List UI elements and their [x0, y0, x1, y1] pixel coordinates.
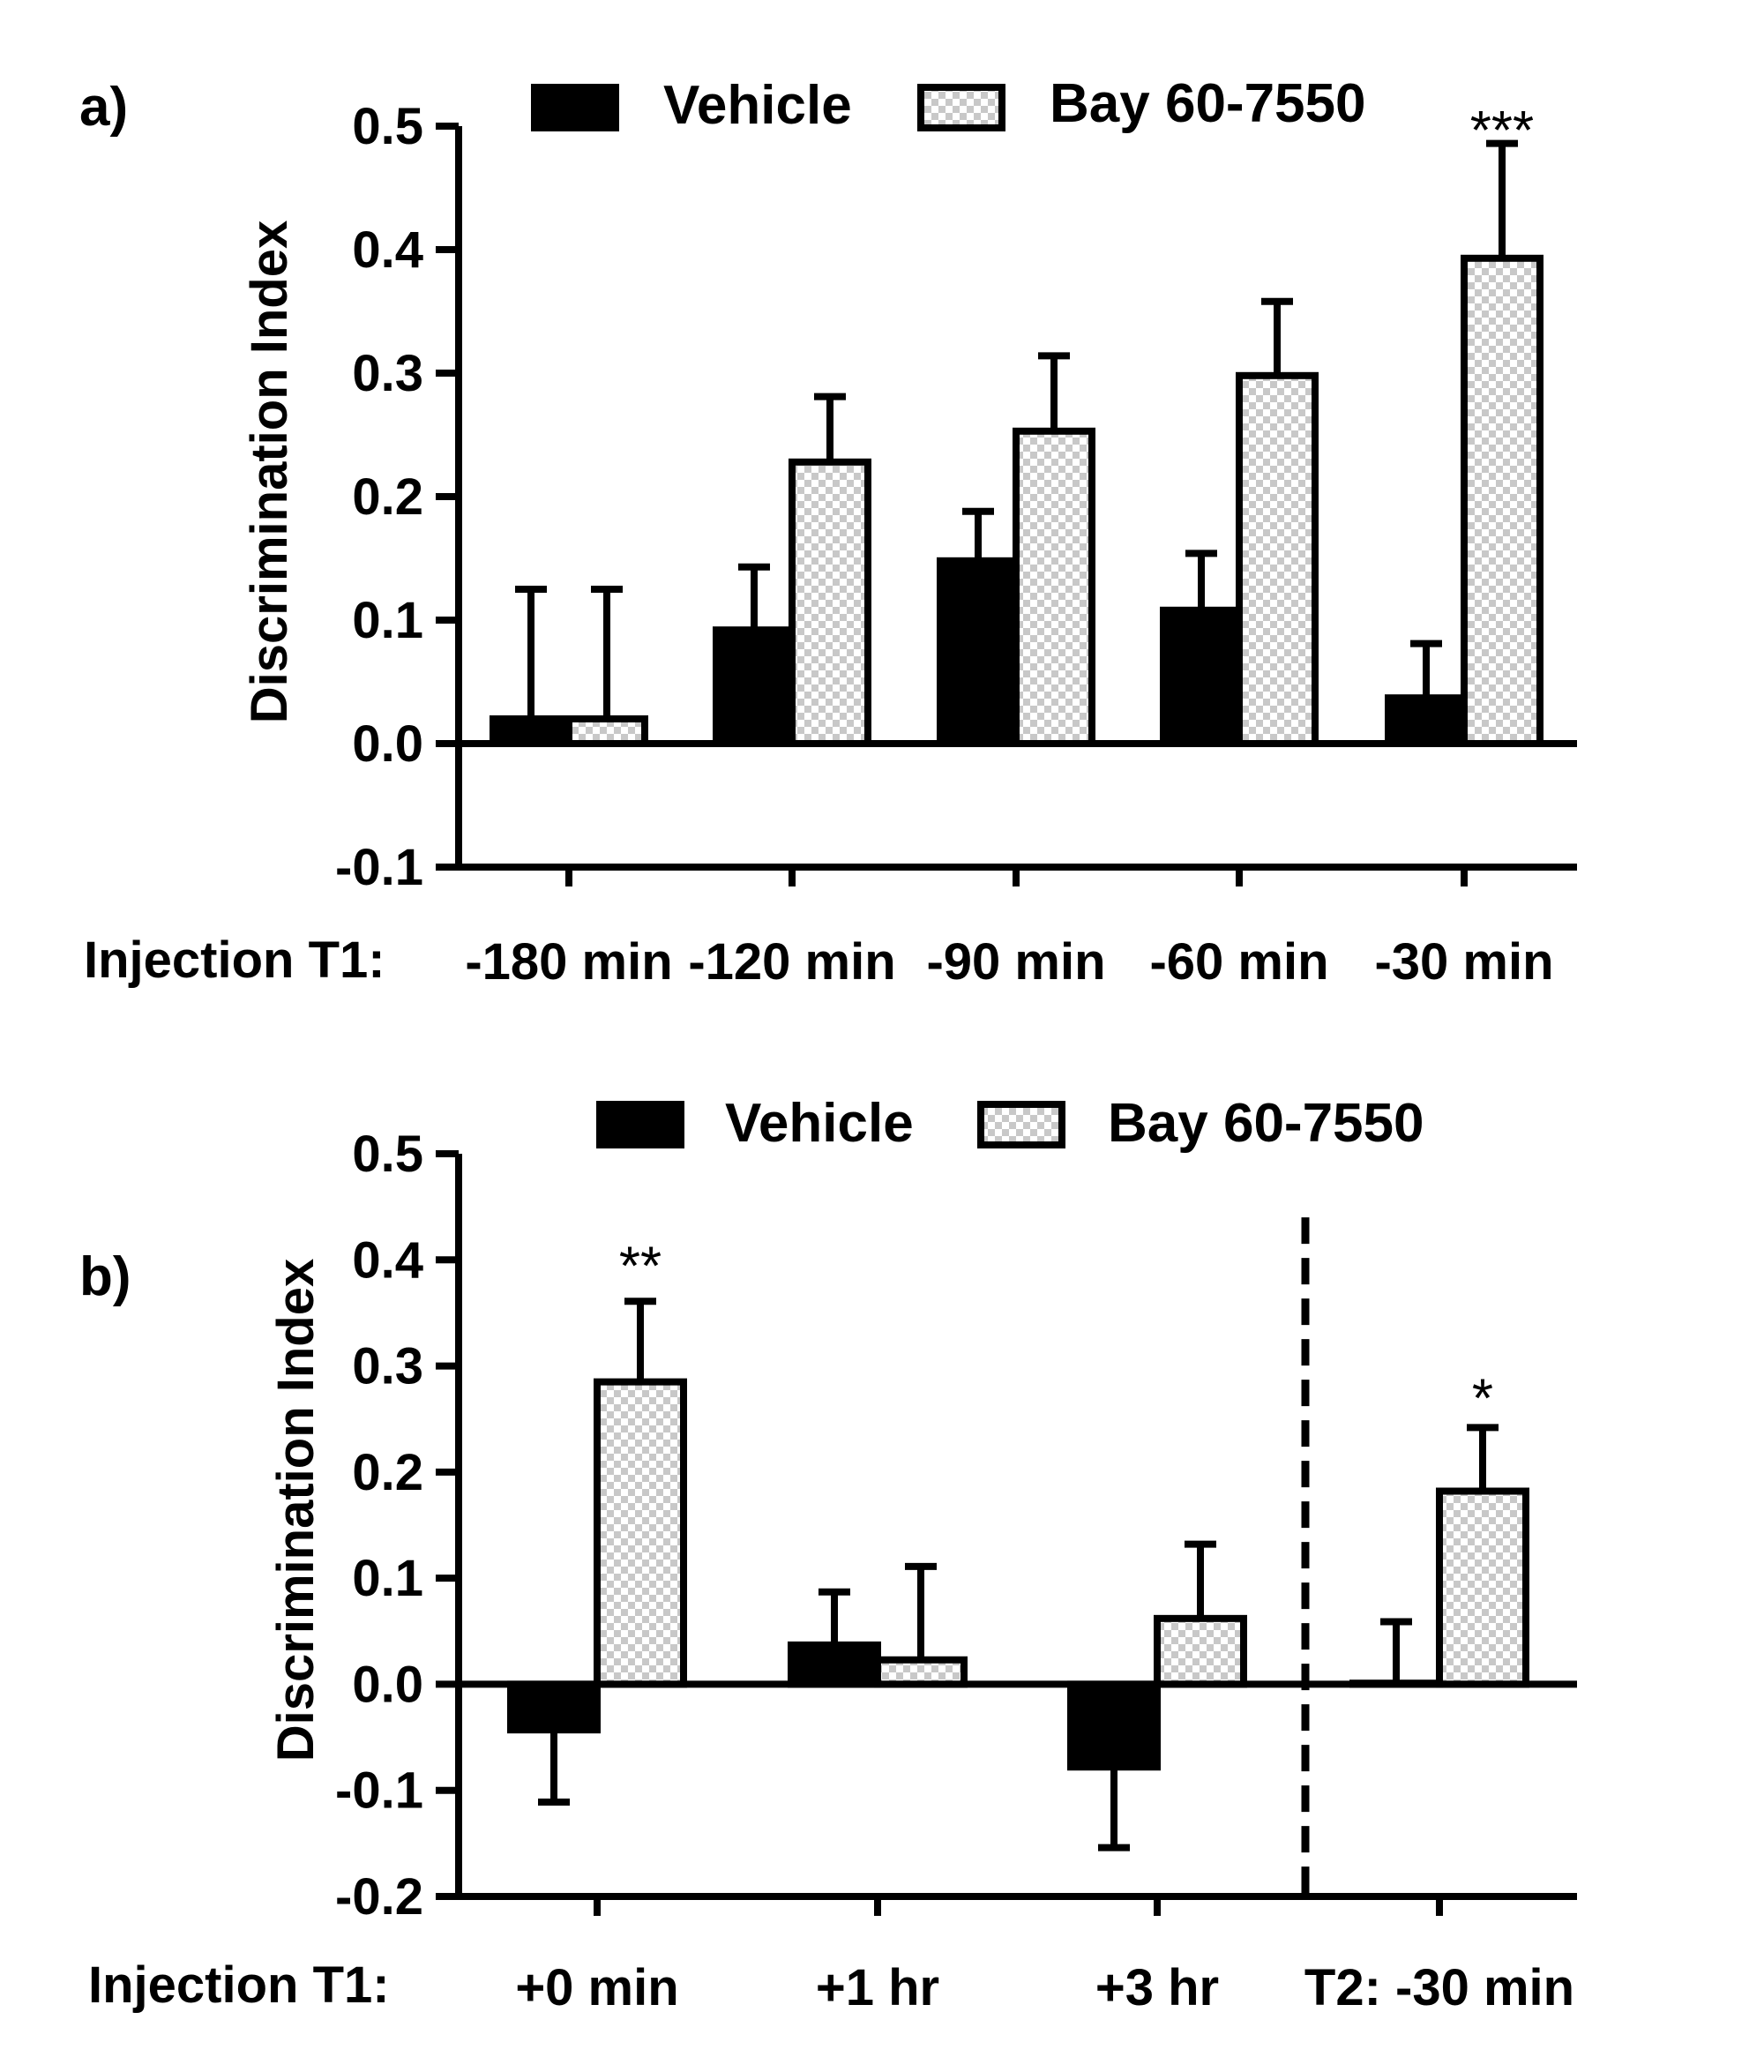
row-label-a: Injection T1: — [84, 931, 385, 989]
x-tick-label: -60 min — [1149, 933, 1328, 991]
plot-area-a: -0.1 0.0 0.1 0.2 0.3 0.4 0.5 -180 min -120 min -9… — [335, 98, 1577, 991]
significance-marker: ** — [619, 1236, 662, 1297]
y-tick-label: 0.5 — [352, 98, 423, 155]
chart-a: a) Discrimination Index Vehicle Bay 60-7… — [79, 73, 1577, 991]
legend-b: Vehicle Bay 60-7550 — [596, 1093, 1424, 1154]
panel-label-a: a) — [79, 77, 128, 138]
x-tick-label: -120 min — [688, 933, 895, 991]
y-tick-label: 0.1 — [352, 592, 423, 649]
x-tick-label: T2: -30 min — [1304, 1959, 1574, 2016]
bar-vehicle — [713, 626, 796, 748]
panel-label-b: b) — [79, 1246, 131, 1307]
x-tick-label: +0 min — [515, 1959, 678, 2016]
bar-vehicle — [937, 557, 1020, 747]
bar-bay — [1154, 1614, 1247, 1688]
chart-b: b) Discrimination Index Vehicle Bay 60-7… — [79, 1093, 1577, 2016]
y-tick-label: 0.3 — [352, 345, 423, 402]
y-tick-label: -0.1 — [335, 839, 423, 896]
y-tick-label: 0.2 — [352, 468, 423, 526]
bar-vehicle — [1067, 1680, 1161, 1771]
y-tick-label: 0.0 — [352, 1656, 423, 1713]
bar-vehicle — [507, 1680, 601, 1734]
y-tick-label: 0.1 — [352, 1550, 423, 1607]
legend-label-bay-b: Bay 60-7550 — [1108, 1093, 1424, 1154]
bar-bay — [874, 1656, 968, 1688]
legend-swatch-vehicle-b — [596, 1101, 684, 1148]
bar-bay — [789, 458, 871, 747]
x-tick-label: -180 min — [465, 933, 672, 991]
y-tick-label: 0.0 — [352, 715, 423, 773]
legend-label-bay-a: Bay 60-7550 — [1050, 73, 1366, 134]
y-tick-label: 0.4 — [352, 221, 423, 279]
legend-a: Vehicle Bay 60-7550 — [531, 73, 1366, 136]
bar-vehicle — [490, 715, 572, 747]
y-tick-label: 0.5 — [352, 1126, 423, 1183]
legend-swatch-bay-b — [977, 1101, 1065, 1148]
legend-swatch-bay-a — [917, 84, 1005, 131]
bar-bay — [565, 715, 648, 747]
bar-vehicle — [788, 1641, 881, 1688]
y-axis-label-b: Discrimination Index — [267, 1259, 325, 1762]
y-tick-label: 0.3 — [352, 1338, 423, 1395]
y-axis-label-a: Discrimination Index — [241, 221, 298, 723]
y-tick-label: -0.2 — [335, 1868, 423, 1926]
y-tick-label: 0.2 — [352, 1444, 423, 1501]
legend-label-vehicle-a: Vehicle — [663, 75, 852, 136]
x-tick-label: +3 hr — [1095, 1959, 1219, 2016]
y-tick-label: -0.1 — [335, 1762, 423, 1820]
bar-bay — [1461, 254, 1544, 747]
bar-bay — [1436, 1487, 1529, 1688]
x-tick-label: +1 hr — [816, 1959, 939, 2016]
x-tick-label: -30 min — [1374, 933, 1553, 991]
bar-vehicle — [1385, 694, 1468, 748]
bar-vehicle — [1160, 606, 1243, 747]
bar-bay — [1013, 427, 1095, 747]
y-tick-label: 0.4 — [352, 1231, 423, 1289]
bar-bay — [594, 1378, 687, 1688]
significance-marker: * — [1472, 1369, 1493, 1430]
row-label-b: Injection T1: — [88, 1956, 390, 2014]
x-tick-label: -90 min — [926, 933, 1105, 991]
legend-swatch-vehicle-a — [531, 84, 619, 131]
plot-area-b: -0.2 -0.1 0.0 0.1 0.2 0.3 0.4 0.5 +0 min +1 hr +3 … — [335, 1126, 1577, 2016]
significance-marker: *** — [1470, 101, 1534, 161]
bar-bay — [1236, 371, 1319, 747]
legend-label-vehicle-b: Vehicle — [725, 1093, 914, 1154]
